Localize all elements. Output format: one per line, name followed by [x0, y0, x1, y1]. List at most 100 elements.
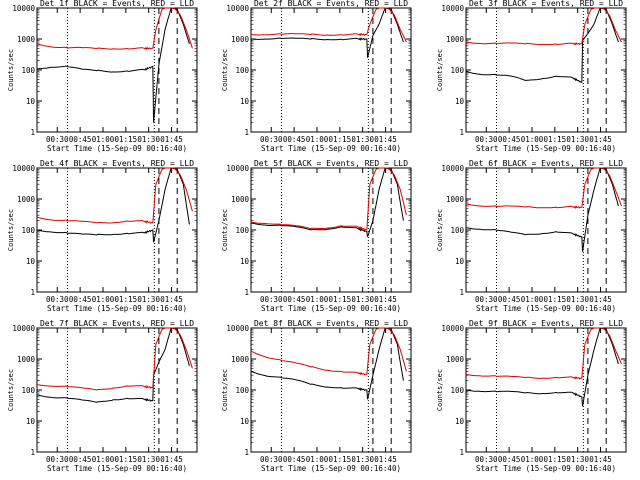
x-tick-label: 00:30: [46, 295, 69, 304]
y-tick-label: 10: [26, 97, 36, 106]
chart-panel-5: Det 5f BLACK = Events, RED = LLD 1 10 100 10…: [221, 159, 412, 313]
x-tick-label: 01:00: [92, 135, 115, 144]
y-tick-label: 1000: [17, 35, 36, 44]
x-tick-label: 00:30: [475, 135, 498, 144]
x-tick-label: 00:45: [498, 455, 521, 464]
y-tick-label: 10: [26, 257, 36, 266]
y-tick-label: 10: [240, 417, 250, 426]
y-tick-label: 1: [30, 288, 35, 297]
y-tick-label: 1: [244, 128, 249, 137]
chart-title: Det 9f BLACK = Events, RED = LLD: [469, 319, 623, 328]
y-tick-label: 100: [235, 226, 249, 235]
x-tick-label: 01:15: [329, 455, 352, 464]
x-tick-label: 01:30: [137, 295, 160, 304]
x-tick-label: 00:45: [69, 295, 92, 304]
plot-frame: [250, 7, 412, 133]
series-line-events: [36, 167, 190, 243]
x-tick-label: 01:30: [351, 295, 374, 304]
series-line-events: [250, 167, 404, 238]
y-tick-label: 10000: [12, 324, 35, 333]
plot-frame: [36, 327, 198, 453]
y-tick-label: 10: [455, 97, 465, 106]
x-tick-label: 01:00: [92, 455, 115, 464]
plot-frame: [465, 327, 627, 453]
y-tick-label: 1: [244, 448, 249, 457]
plot-frame: [36, 7, 198, 133]
y-axis-label: Counts/sec: [221, 49, 229, 91]
y-tick-label: 1000: [231, 195, 250, 204]
y-tick-label: 1000: [231, 355, 250, 364]
x-tick-label: 01:15: [115, 135, 138, 144]
x-tick-label: 00:45: [283, 455, 306, 464]
x-tick-label: 00:45: [498, 135, 521, 144]
y-tick-label: 100: [21, 226, 35, 235]
y-axis-label: Counts/sec: [221, 369, 229, 411]
x-tick-label: 00:45: [69, 135, 92, 144]
x-tick-label: 01:00: [521, 295, 544, 304]
chart-panel-9: Det 9f BLACK = Events, RED = LLD 1 10 100 10…: [436, 319, 627, 473]
x-axis-label: Start Time (15-Sep-09 00:16:40): [47, 304, 187, 313]
plot-frame: [250, 167, 412, 293]
chart-title: Det 7f BLACK = Events, RED = LLD: [40, 319, 194, 328]
x-tick-label: 01:30: [566, 455, 589, 464]
chart-panel-7: Det 7f BLACK = Events, RED = LLD 1 10 100 10…: [7, 319, 198, 473]
series-line-lld: [36, 327, 193, 391]
y-tick-label: 100: [235, 66, 249, 75]
x-tick-label: 01:45: [160, 455, 183, 464]
y-tick-label: 1000: [446, 355, 465, 364]
y-tick-label: 1000: [17, 355, 36, 364]
chart-title: Det 1f BLACK = Events, RED = LLD: [40, 0, 194, 8]
x-tick-label: 01:30: [566, 135, 589, 144]
x-tick-label: 01:45: [374, 455, 397, 464]
x-tick-label: 01:30: [351, 455, 374, 464]
x-tick-label: 01:15: [115, 455, 138, 464]
series-line-lld: [36, 167, 193, 224]
y-tick-label: 1000: [231, 35, 250, 44]
y-tick-label: 100: [21, 66, 35, 75]
chart-title: Det 6f BLACK = Events, RED = LLD: [469, 159, 623, 168]
x-tick-label: 01:00: [306, 455, 329, 464]
x-tick-label: 00:45: [69, 455, 92, 464]
y-tick-label: 1: [30, 448, 35, 457]
x-axis-label: Start Time (15-Sep-09 00:16:40): [47, 464, 187, 473]
y-tick-label: 1: [459, 128, 464, 137]
x-tick-label: 01:45: [589, 135, 612, 144]
x-tick-label: 01:45: [374, 295, 397, 304]
chart-title: Det 3f BLACK = Events, RED = LLD: [469, 0, 623, 8]
y-tick-label: 1: [30, 128, 35, 137]
x-axis-label: Start Time (15-Sep-09 00:16:40): [261, 144, 401, 153]
x-tick-label: 01:45: [589, 455, 612, 464]
x-axis-label: Start Time (15-Sep-09 00:16:40): [476, 464, 616, 473]
x-tick-label: 01:00: [306, 295, 329, 304]
series-line-events: [37, 7, 190, 123]
x-axis-label: Start Time (15-Sep-09 00:16:40): [476, 304, 616, 313]
series-line-events: [250, 7, 404, 58]
chart-panel-2: Det 2f BLACK = Events, RED = LLD 1 10 100 10…: [221, 0, 412, 153]
x-axis-label: Start Time (15-Sep-09 00:16:40): [476, 144, 616, 153]
series-line-events: [36, 327, 190, 403]
series-line-lld: [36, 7, 193, 51]
y-tick-label: 10: [455, 417, 465, 426]
chart-panel-6: Det 6f BLACK = Events, RED = LLD 1 10 100 10…: [436, 159, 627, 313]
y-tick-label: 1: [244, 288, 249, 297]
y-tick-label: 10000: [226, 4, 249, 13]
y-tick-label: 10000: [12, 4, 35, 13]
y-axis-label: Counts/sec: [436, 209, 444, 251]
x-tick-label: 01:00: [521, 455, 544, 464]
x-tick-label: 00:30: [46, 135, 69, 144]
y-tick-label: 10: [26, 417, 36, 426]
x-tick-label: 01:15: [544, 135, 567, 144]
plot-frame: [250, 327, 412, 453]
series-line-lld: [465, 167, 622, 209]
y-axis-label: Counts/sec: [436, 49, 444, 91]
y-tick-label: 100: [235, 386, 249, 395]
x-tick-label: 01:30: [566, 295, 589, 304]
y-tick-label: 1000: [446, 195, 465, 204]
y-tick-label: 10: [240, 97, 250, 106]
y-tick-label: 10: [455, 257, 465, 266]
x-tick-label: 01:30: [137, 135, 160, 144]
x-tick-label: 01:00: [306, 135, 329, 144]
y-axis-label: Counts/sec: [221, 209, 229, 251]
y-tick-label: 1000: [446, 35, 465, 44]
chart-panel-8: Det 8f BLACK = Events, RED = LLD 1 10 100 10…: [221, 319, 412, 473]
